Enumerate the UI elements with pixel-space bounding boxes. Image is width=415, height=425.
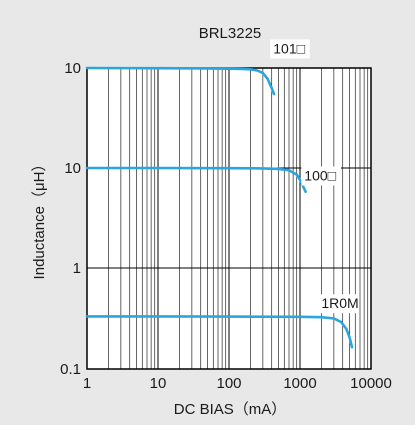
series-label: 101□ <box>273 40 305 56</box>
y-axis-title: Inductance（μH） <box>31 157 48 280</box>
y-tick-label: 10 <box>64 160 81 177</box>
x-axis-title: DC BIAS（mA） <box>174 401 287 418</box>
y-tick-label: 1 <box>73 260 81 277</box>
y-tick-label: 0.1 <box>60 361 81 378</box>
x-tick-label: 10 <box>150 375 167 392</box>
series-line-1 <box>85 66 276 96</box>
series-label-bg <box>301 166 341 186</box>
chart-title: BRL3225 <box>199 25 262 42</box>
series-label-bg <box>270 39 310 59</box>
x-tick-label: 1000 <box>283 375 316 392</box>
series-label: 1R0M <box>321 295 358 311</box>
x-tick-label: 10000 <box>350 375 392 392</box>
y-tick-labels: 0.1 1 10 10 <box>60 60 81 378</box>
grid-lines <box>87 68 371 369</box>
series-line-3 <box>85 315 354 349</box>
series-label-bg <box>318 294 358 314</box>
series-label: 100□ <box>304 167 336 183</box>
x-tick-label: 100 <box>216 375 241 392</box>
y-tick-label: 10 <box>64 60 81 77</box>
x-tick-label: 1 <box>83 375 91 392</box>
series-labels: 101□ 100□ 1R0M <box>270 39 359 314</box>
x-tick-labels: 1 10 100 1000 10000 <box>83 375 392 392</box>
